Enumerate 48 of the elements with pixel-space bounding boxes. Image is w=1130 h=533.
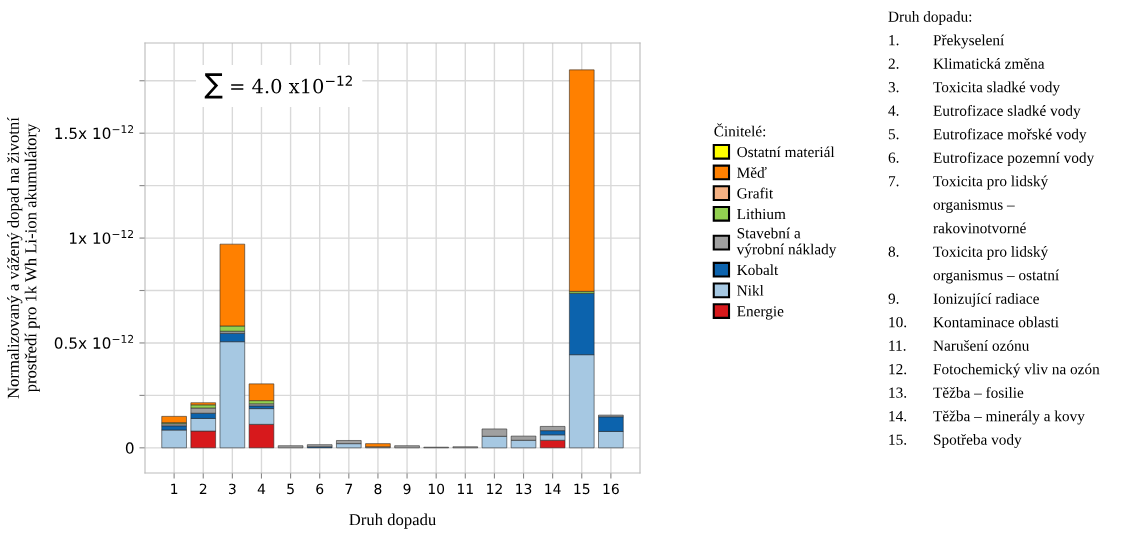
x-tick-label: 14 [545, 483, 561, 494]
text: 15. Spotřeba vody [889, 434, 1022, 448]
text: Druh dopadu: [888, 11, 972, 25]
legend-title: Činitelé: [714, 123, 766, 137]
text: 11. Narušení ozónu [889, 340, 1030, 351]
legend-label: Lithium [737, 208, 786, 220]
text: 12. Fotochemický vliv na ozón [889, 363, 1100, 378]
y-tick-label: 0.5x 10$^{−12}$ [54, 334, 134, 349]
x-tick-label: 6 [316, 483, 324, 495]
text: 6. Eutrofizace pozemní vody [888, 151, 1095, 167]
x-tick-label: 1 [171, 483, 178, 494]
x-tick-label: 13 [516, 483, 532, 495]
text: 5. Eutrofizace mořské vody [888, 128, 1087, 143]
annotation: ∑ = 4.0 x10$^{−12}$ [204, 73, 352, 99]
legend-label: Energie [737, 306, 784, 320]
text: 4. Eutrofizace sladké vody [888, 104, 1081, 120]
x-tick-label: 9 [403, 483, 411, 495]
text: 8. Toxicita pro lidský organismus – ostatní [888, 246, 1060, 284]
x-tick-label: 5 [287, 483, 294, 495]
legend-label: Nikl [737, 285, 764, 296]
x-axis-title: Druh dopadu [349, 513, 436, 529]
legend-label: Měď [737, 167, 767, 178]
x-tick-label: 2 [199, 483, 207, 494]
text: 1. Překyselení [889, 34, 1005, 49]
x-tick-label: 7 [345, 483, 353, 494]
x-tick-label: 15 [574, 483, 590, 495]
y-tick-label: 1.5x 10$^{−12}$ [55, 125, 134, 140]
text: 13. Těžba – fosilie [889, 386, 1024, 398]
x-tick-label: 11 [457, 483, 473, 494]
text: 3. Toxicita sladké vody [888, 81, 1060, 96]
y-tick-label: 1x 10$^{−12}$ [69, 229, 133, 244]
x-tick-label: 3 [228, 483, 236, 495]
text: 14. Těžba – minerály a kovy [889, 410, 1085, 425]
text: 2. Klimatická změna [888, 58, 1045, 69]
y-axis-title: Normalizovaný a vážený dopad na životní prostředí pro 1k Wh Li-ion akumulátory [7, 117, 40, 399]
x-tick-label: 10 [428, 483, 445, 495]
x-tick-label: 4 [257, 483, 266, 494]
legend-label: Ostatní materiál [737, 146, 835, 158]
text: 10. Kontaminace oblasti [889, 316, 1059, 328]
legend-label: Kobalt [737, 264, 779, 276]
text: 9. Ionizující radiace [888, 293, 1039, 307]
y-tick-label: 0 [125, 442, 134, 454]
x-tick-label: 8 [374, 483, 382, 495]
x-tick-label: 12 [487, 483, 502, 494]
x-tick-label: 16 [603, 483, 619, 495]
legend-label: Grafit [737, 187, 774, 199]
text: 7. Toxicita pro lidský organismus – rakovinotvorné [889, 175, 1049, 234]
legend-label: Stavební a výrobní náklady [736, 227, 837, 258]
